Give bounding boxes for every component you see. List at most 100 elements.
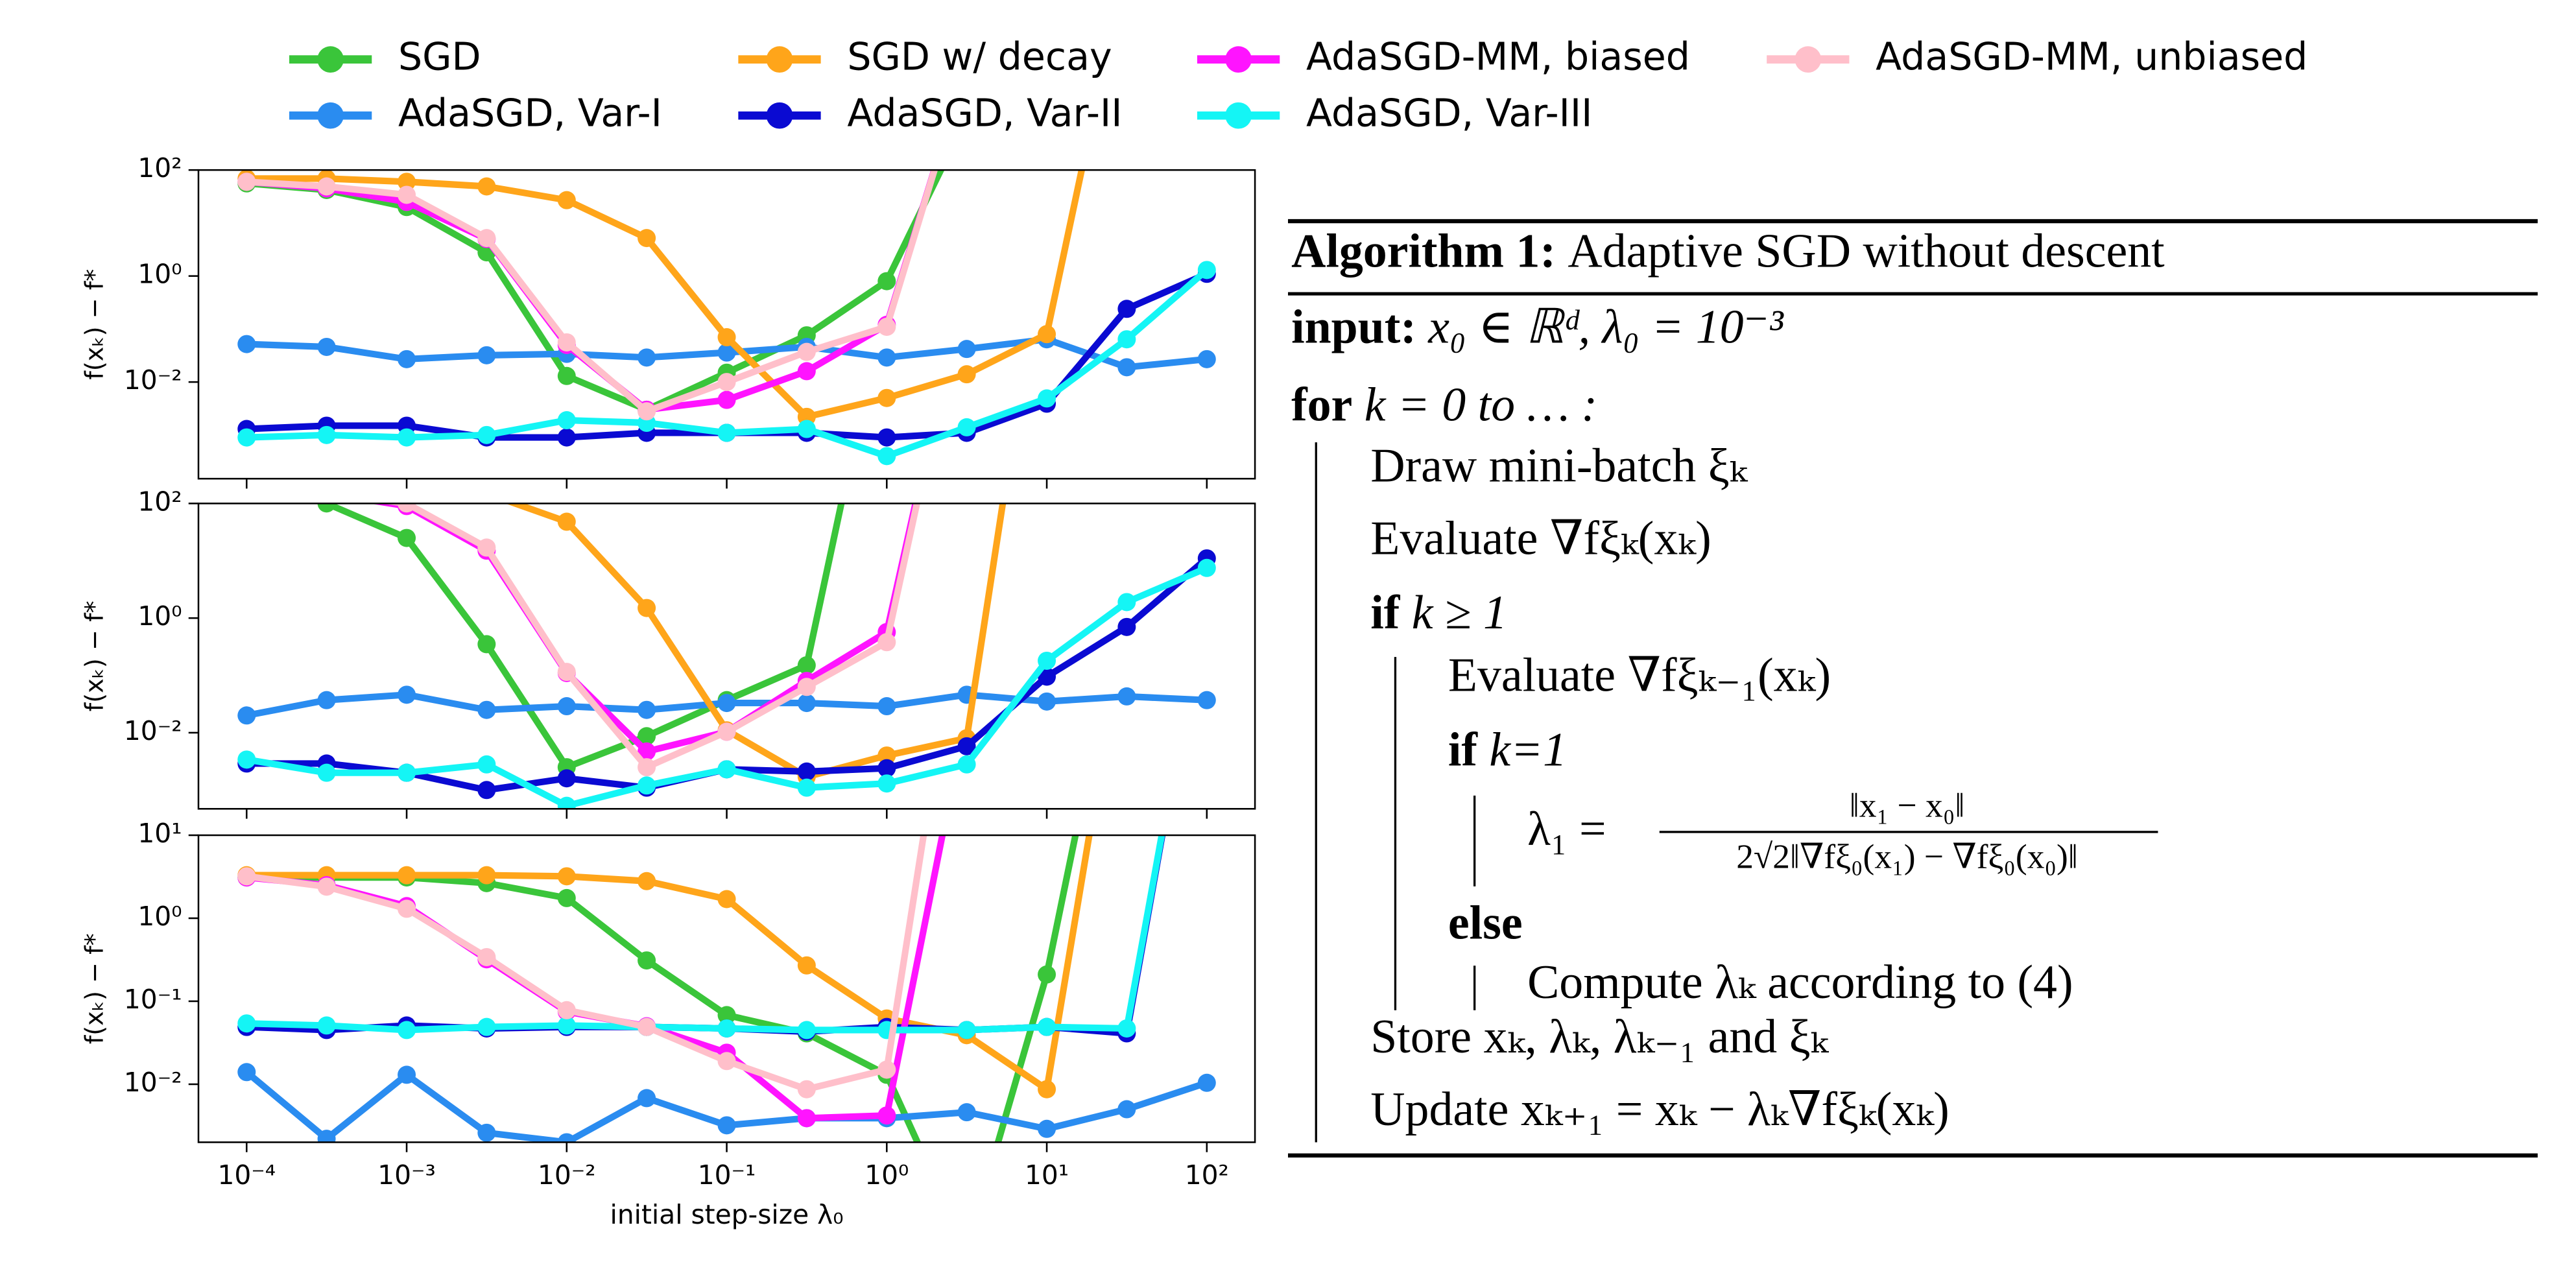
point: [557, 697, 576, 716]
point: [317, 1016, 336, 1035]
point: [1038, 1119, 1056, 1138]
point: [557, 1016, 576, 1035]
point: [717, 760, 736, 779]
point: [398, 1065, 416, 1084]
point: [638, 1089, 656, 1108]
point: [1117, 1019, 1136, 1038]
point: [237, 172, 256, 191]
legend-marker: [766, 46, 793, 73]
point: [557, 366, 576, 385]
point: [958, 552, 976, 570]
point: [877, 633, 896, 652]
point: [557, 191, 576, 209]
algorithm-label: Algorithm 1:: [1291, 224, 1556, 277]
line: k = 0 to … :: [1365, 377, 1597, 431]
axes-frame: [197, 834, 1256, 1143]
series-line: [246, 170, 938, 415]
point: [237, 335, 256, 353]
point: [877, 447, 896, 466]
point: [797, 420, 816, 438]
legend-label: SGD: [398, 35, 481, 79]
line: Evaluate ∇fξₖ(xₖ): [1370, 511, 1711, 564]
y-axis-label: f(xₖ) − f*: [81, 269, 110, 380]
point: [717, 1019, 736, 1038]
point: [797, 342, 816, 361]
point: [638, 951, 656, 970]
keyword: else: [1448, 896, 1523, 949]
point: [797, 1109, 816, 1128]
point: [557, 512, 576, 531]
point: [797, 956, 816, 975]
keyword: if: [1448, 722, 1479, 776]
legend-label: AdaSGD, Var-I: [398, 91, 662, 135]
point: [398, 350, 416, 368]
legend-label: AdaSGD-MM, unbiased: [1876, 35, 2308, 79]
line: x₀ ∈ ℝᵈ, λ₀ = 10⁻³: [1427, 300, 1784, 353]
series-line: [246, 835, 927, 1093]
point: [237, 750, 256, 769]
line: k=1: [1489, 722, 1566, 776]
point: [957, 1103, 976, 1122]
point: [477, 947, 496, 966]
point: [477, 538, 496, 557]
legend-label: AdaSGD, Var-III: [1306, 91, 1592, 135]
point: [958, 265, 976, 283]
point: [477, 425, 496, 444]
svg-text:input: x₀ ∈ ℝᵈ, λ₀ = 10⁻³: input: x₀ ∈ ℝᵈ, λ₀ = 10⁻³: [1291, 300, 1784, 353]
point: [1038, 965, 1056, 984]
axes-frame: [197, 503, 1256, 810]
point: [797, 778, 816, 797]
svg-text:for k = 0 to … :: for k = 0 to … :: [1291, 377, 1597, 431]
point: [557, 1133, 576, 1143]
point: [398, 450, 416, 468]
point: [1198, 577, 1216, 595]
point: [237, 706, 256, 725]
line: Store xₖ, λₖ, λₖ₋₁ and ξₖ: [1370, 1010, 1829, 1063]
point: [638, 402, 656, 421]
point: [317, 1130, 336, 1143]
point: [797, 762, 816, 781]
point: [1117, 1100, 1136, 1119]
plot-area: [237, 552, 1216, 1143]
y-tick-label: 10²: [137, 152, 182, 184]
point: [957, 418, 976, 436]
x-tick-label: 10⁻⁴: [217, 1159, 276, 1191]
legend-marker: [766, 102, 793, 129]
legend-marker: [317, 46, 344, 73]
keyword: for: [1291, 377, 1352, 431]
point: [797, 1080, 816, 1099]
point: [797, 656, 816, 674]
point: [958, 265, 976, 283]
point: [957, 340, 976, 359]
series-line: [246, 170, 1086, 420]
line: Compute λₖ according to (4): [1527, 955, 2073, 1008]
point: [877, 774, 896, 793]
point: [398, 503, 416, 513]
series-line: [505, 503, 1007, 781]
point: [1038, 1017, 1056, 1036]
svg-text:if k=1: if k=1: [1448, 722, 1567, 776]
point: [957, 365, 976, 384]
point: [877, 1060, 896, 1079]
svg-text:if k ≥ 1: if k ≥ 1: [1370, 586, 1507, 639]
point: [638, 229, 656, 248]
point: [1197, 261, 1216, 279]
point: [638, 872, 656, 890]
point: [797, 362, 816, 381]
point: [717, 722, 736, 741]
point: [877, 428, 896, 447]
point: [877, 697, 896, 716]
point: [957, 737, 976, 755]
point: [877, 759, 896, 778]
point: [1117, 330, 1136, 349]
point: [237, 867, 256, 886]
point: [638, 727, 656, 746]
legend-label: AdaSGD, Var-II: [847, 91, 1122, 135]
point: [557, 428, 576, 447]
series-line: [246, 835, 1079, 1143]
point: [717, 343, 736, 362]
point: [317, 337, 336, 356]
point: [638, 700, 656, 719]
point: [717, 890, 736, 909]
point: [398, 899, 416, 918]
